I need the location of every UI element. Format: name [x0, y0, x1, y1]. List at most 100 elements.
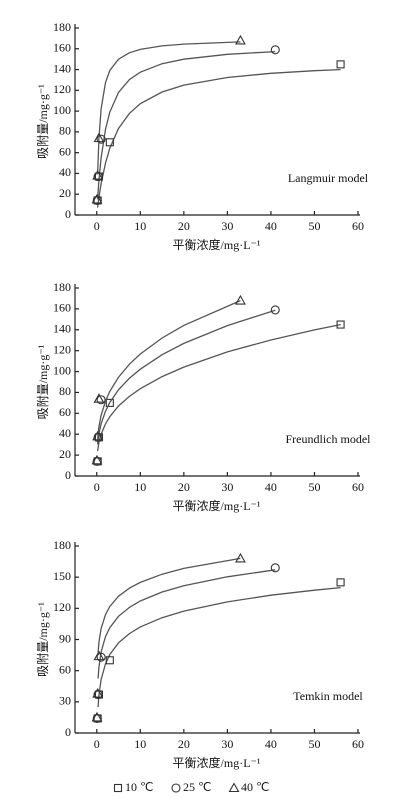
- y-tick-label: 120: [53, 342, 71, 356]
- fit-curve: [96, 50, 276, 200]
- y-tick-label: 160: [53, 301, 71, 315]
- data-point: [92, 195, 102, 206]
- data-point: [270, 305, 280, 315]
- y-tick-label: 60: [59, 662, 71, 676]
- fit-curve: [96, 309, 276, 445]
- legend-label: 40 ℃: [241, 780, 269, 794]
- y-tick-label: 80: [59, 384, 71, 398]
- y-tick-label: 0: [65, 468, 71, 482]
- fit-curve: [97, 569, 276, 679]
- x-axis-label: 平衡浓度/mg·L⁻¹: [173, 237, 261, 252]
- data-point: [105, 398, 114, 407]
- data-point: [235, 294, 246, 305]
- y-tick-label: 20: [59, 447, 71, 461]
- y-tick-label: 40: [59, 165, 71, 179]
- y-tick-label: 120: [53, 82, 71, 96]
- y-tick-label: 20: [59, 186, 71, 200]
- fit-curve: [97, 557, 241, 653]
- x-tick-label: 0: [94, 219, 100, 233]
- fit-curve: [96, 68, 341, 208]
- x-tick-label: 30: [221, 737, 233, 751]
- data-point: [92, 713, 102, 724]
- data-point: [105, 138, 114, 147]
- y-tick-label: 140: [53, 322, 71, 336]
- model-annotation: Freundlich model: [286, 432, 372, 446]
- fit-curve: [96, 300, 241, 439]
- x-tick-label: 10: [134, 219, 146, 233]
- data-point: [92, 687, 104, 698]
- data-point: [93, 393, 105, 403]
- legend-marker: [171, 783, 181, 793]
- data-point: [96, 395, 106, 405]
- data-point: [336, 578, 345, 587]
- x-tick-label: 60: [352, 737, 364, 751]
- y-tick-label: 40: [59, 426, 71, 440]
- data-point: [235, 34, 246, 45]
- y-tick-label: 120: [53, 600, 71, 614]
- data-point: [235, 552, 246, 563]
- fit-curve: [97, 586, 341, 708]
- x-tick-label: 20: [178, 219, 190, 233]
- legend-label: 10 ℃: [125, 780, 153, 794]
- y-tick-label: 180: [53, 280, 71, 294]
- data-point: [336, 60, 345, 69]
- legend-marker: [228, 782, 240, 793]
- x-tick-label: 20: [178, 480, 190, 494]
- model-annotation: Temkin model: [293, 689, 363, 703]
- y-tick-label: 0: [65, 725, 71, 739]
- data-point: [96, 134, 106, 144]
- y-tick-label: 140: [53, 61, 71, 75]
- y-tick-label: 60: [59, 405, 71, 419]
- model-annotation: Langmuir model: [288, 171, 369, 185]
- data-point: [92, 456, 102, 466]
- x-tick-label: 10: [134, 737, 146, 751]
- y-tick-label: 180: [53, 20, 71, 34]
- data-point: [105, 656, 114, 665]
- y-tick-label: 100: [53, 363, 71, 377]
- x-tick-label: 30: [221, 480, 233, 494]
- y-tick-label: 30: [59, 694, 71, 708]
- x-axis-label: 平衡浓度/mg·L⁻¹: [173, 755, 261, 770]
- y-tick-label: 160: [53, 41, 71, 55]
- data-point: [270, 45, 280, 55]
- x-tick-label: 40: [265, 737, 277, 751]
- x-tick-label: 50: [308, 219, 320, 233]
- y-tick-label: 150: [53, 569, 71, 583]
- data-point: [336, 320, 345, 329]
- x-tick-label: 0: [94, 737, 100, 751]
- x-tick-label: 50: [308, 737, 320, 751]
- fit-curve: [96, 41, 241, 175]
- data-point: [91, 193, 103, 204]
- x-tick-label: 30: [221, 219, 233, 233]
- data-point: [92, 430, 104, 441]
- legend-marker: [113, 783, 123, 793]
- x-tick-label: 0: [94, 480, 100, 494]
- fit-curve: [96, 323, 341, 452]
- x-tick-label: 10: [134, 480, 146, 494]
- x-tick-label: 60: [352, 480, 364, 494]
- y-tick-label: 0: [65, 207, 71, 221]
- data-point: [96, 652, 106, 662]
- data-point: [91, 454, 103, 465]
- legend-label: 25 ℃: [183, 780, 211, 794]
- data-point: [93, 132, 105, 143]
- y-tick-label: 90: [59, 631, 71, 645]
- x-tick-label: 60: [352, 219, 364, 233]
- y-axis-label: 吸附量/mg·g⁻¹: [36, 84, 50, 159]
- x-tick-label: 40: [265, 219, 277, 233]
- data-point: [270, 563, 280, 573]
- x-tick-label: 50: [308, 480, 320, 494]
- data-point: [92, 169, 104, 180]
- y-tick-label: 180: [53, 538, 71, 552]
- x-tick-label: 20: [178, 737, 190, 751]
- x-axis-label: 平衡浓度/mg·L⁻¹: [173, 498, 261, 513]
- data-point: [91, 711, 103, 722]
- y-axis-label: 吸附量/mg·g⁻¹: [36, 344, 50, 419]
- x-tick-label: 40: [265, 480, 277, 494]
- y-axis-label: 吸附量/mg·g⁻¹: [36, 602, 50, 677]
- y-tick-label: 80: [59, 124, 71, 138]
- y-tick-label: 100: [53, 103, 71, 117]
- data-point: [93, 650, 105, 661]
